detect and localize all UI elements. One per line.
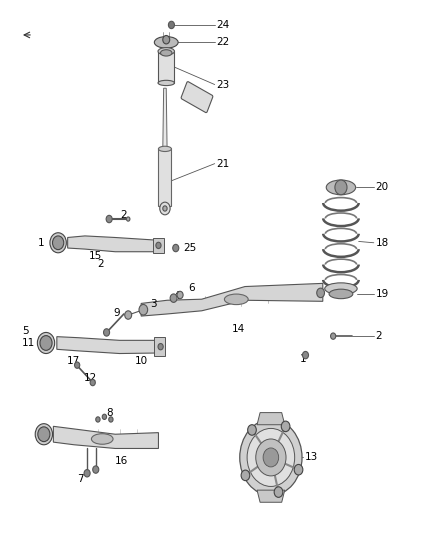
Text: 7: 7 bbox=[77, 473, 84, 483]
Ellipse shape bbox=[50, 233, 66, 253]
Circle shape bbox=[247, 425, 256, 435]
Text: 20: 20 bbox=[375, 182, 389, 192]
Circle shape bbox=[93, 466, 99, 473]
Text: 2: 2 bbox=[97, 260, 104, 269]
Circle shape bbox=[103, 329, 110, 336]
Circle shape bbox=[84, 470, 90, 477]
Text: 3: 3 bbox=[150, 300, 156, 310]
Polygon shape bbox=[154, 337, 165, 356]
Text: 12: 12 bbox=[84, 373, 97, 383]
Polygon shape bbox=[163, 88, 167, 150]
Circle shape bbox=[139, 304, 148, 315]
Circle shape bbox=[274, 487, 283, 497]
Ellipse shape bbox=[158, 47, 174, 55]
Circle shape bbox=[109, 417, 113, 422]
Circle shape bbox=[53, 236, 64, 249]
Text: 10: 10 bbox=[134, 357, 148, 367]
Circle shape bbox=[168, 21, 174, 29]
Polygon shape bbox=[57, 337, 159, 353]
Circle shape bbox=[106, 215, 112, 223]
Text: 14: 14 bbox=[232, 324, 245, 334]
Text: 15: 15 bbox=[88, 251, 102, 261]
Text: 2: 2 bbox=[120, 210, 127, 220]
Circle shape bbox=[173, 244, 179, 252]
Text: 21: 21 bbox=[216, 159, 230, 168]
Circle shape bbox=[163, 36, 170, 44]
Text: 1: 1 bbox=[38, 238, 45, 248]
Circle shape bbox=[256, 439, 286, 476]
Polygon shape bbox=[158, 51, 174, 83]
Circle shape bbox=[96, 417, 100, 422]
Ellipse shape bbox=[160, 50, 172, 56]
Circle shape bbox=[90, 379, 95, 386]
Text: 6: 6 bbox=[188, 282, 194, 293]
Circle shape bbox=[263, 448, 279, 467]
Polygon shape bbox=[141, 284, 323, 316]
Text: 24: 24 bbox=[216, 20, 230, 30]
Ellipse shape bbox=[159, 146, 171, 151]
Text: 5: 5 bbox=[23, 326, 29, 336]
Polygon shape bbox=[257, 490, 285, 502]
Text: 19: 19 bbox=[375, 289, 389, 299]
Circle shape bbox=[294, 464, 303, 475]
Circle shape bbox=[127, 217, 130, 221]
Text: 4: 4 bbox=[173, 290, 180, 301]
Circle shape bbox=[160, 202, 170, 215]
Ellipse shape bbox=[329, 289, 353, 298]
Polygon shape bbox=[257, 413, 285, 425]
Polygon shape bbox=[153, 238, 164, 253]
Text: 18: 18 bbox=[375, 238, 389, 248]
Polygon shape bbox=[67, 236, 156, 252]
Text: 25: 25 bbox=[184, 243, 197, 253]
Circle shape bbox=[241, 470, 250, 481]
Polygon shape bbox=[53, 426, 159, 448]
Circle shape bbox=[40, 336, 52, 350]
Circle shape bbox=[177, 292, 183, 298]
Ellipse shape bbox=[158, 80, 174, 86]
Text: 9: 9 bbox=[113, 308, 120, 318]
Text: 23: 23 bbox=[216, 79, 230, 90]
Ellipse shape bbox=[37, 333, 55, 353]
Circle shape bbox=[240, 419, 302, 495]
Text: 2: 2 bbox=[375, 331, 382, 341]
Circle shape bbox=[125, 311, 132, 319]
Circle shape bbox=[156, 242, 161, 248]
Circle shape bbox=[163, 206, 167, 211]
Circle shape bbox=[303, 351, 308, 359]
Text: 8: 8 bbox=[106, 408, 113, 418]
Text: 22: 22 bbox=[216, 37, 230, 47]
Ellipse shape bbox=[326, 180, 356, 195]
Circle shape bbox=[158, 343, 163, 350]
Ellipse shape bbox=[325, 283, 357, 294]
Circle shape bbox=[317, 288, 325, 297]
Circle shape bbox=[74, 362, 80, 368]
Ellipse shape bbox=[35, 424, 53, 445]
Ellipse shape bbox=[92, 434, 113, 444]
Text: 13: 13 bbox=[304, 453, 318, 463]
Text: 1: 1 bbox=[300, 354, 307, 364]
Ellipse shape bbox=[224, 294, 248, 304]
Text: 16: 16 bbox=[114, 456, 127, 466]
Circle shape bbox=[281, 421, 290, 432]
Text: 17: 17 bbox=[67, 357, 80, 367]
Circle shape bbox=[170, 294, 177, 302]
Text: 11: 11 bbox=[22, 338, 35, 348]
FancyBboxPatch shape bbox=[181, 82, 213, 112]
Circle shape bbox=[331, 333, 336, 340]
Polygon shape bbox=[159, 148, 171, 206]
Circle shape bbox=[247, 429, 295, 487]
Circle shape bbox=[38, 427, 50, 442]
Ellipse shape bbox=[154, 37, 178, 48]
Circle shape bbox=[102, 414, 106, 419]
Circle shape bbox=[335, 180, 347, 195]
